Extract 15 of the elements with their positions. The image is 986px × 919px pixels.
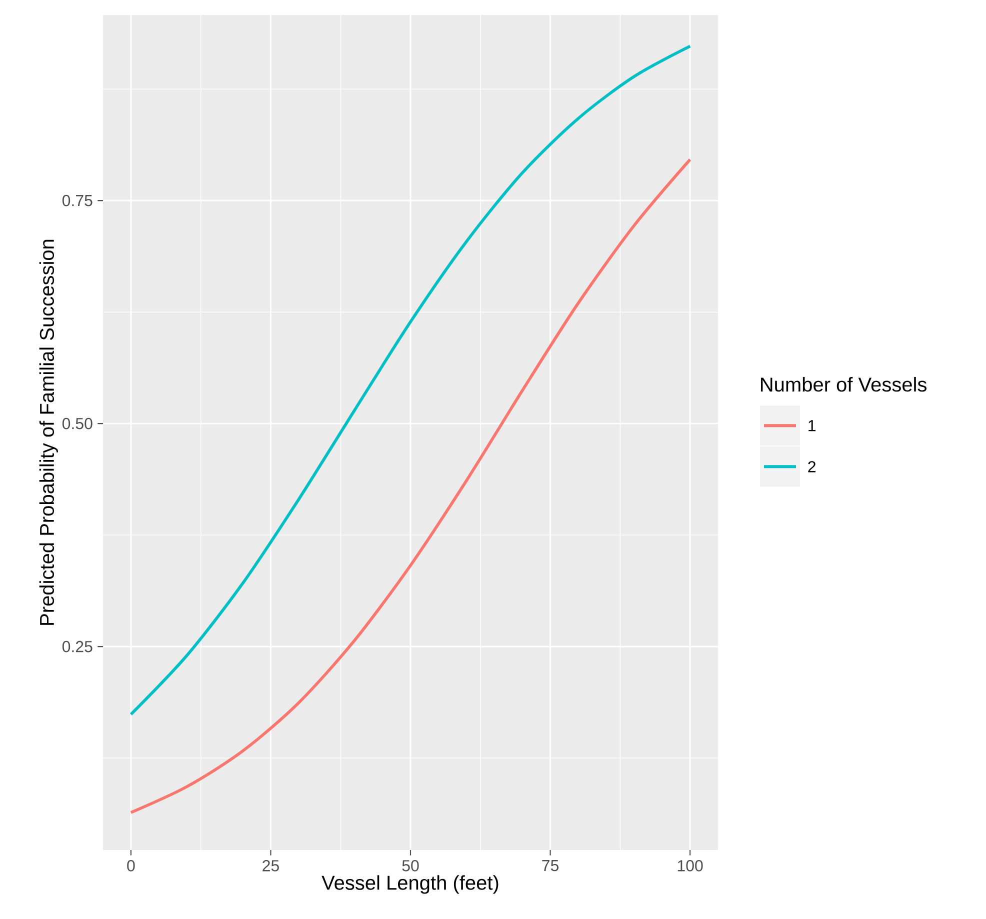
x-tick-label: 25 bbox=[262, 860, 279, 872]
y-tick-label: 0.75 bbox=[62, 194, 92, 206]
line-series bbox=[129, 44, 692, 716]
legend-title: Number of Vessels bbox=[761, 376, 926, 392]
legend-label: 2 bbox=[808, 461, 816, 472]
x-tick-label: 100 bbox=[678, 860, 703, 872]
y-tick-label: 0.50 bbox=[62, 418, 92, 430]
y-axis-title: Predicted Probability of Familial Succession bbox=[39, 240, 58, 625]
y-tick-label: 0.25 bbox=[62, 640, 92, 652]
x-axis-title: Vessel Length (feet) bbox=[322, 875, 498, 894]
x-tick-label: 50 bbox=[402, 860, 419, 872]
x-tick-label: 75 bbox=[542, 860, 558, 872]
line-series bbox=[129, 158, 692, 814]
x-tick-label: 0 bbox=[127, 860, 135, 872]
legend-label: 1 bbox=[808, 420, 816, 432]
